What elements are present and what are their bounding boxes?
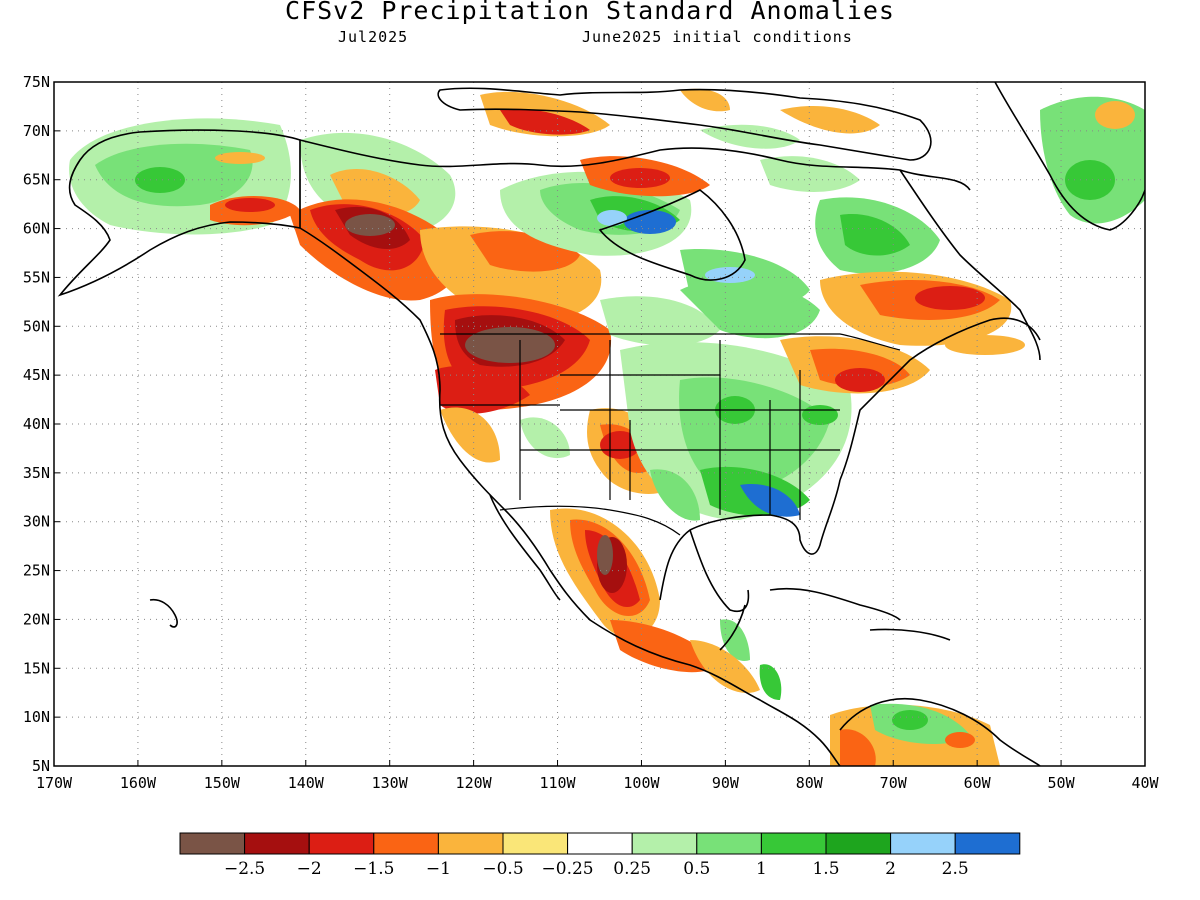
latitude-labels: 75N 70N 65N 60N 55N 50N 45N 40N 35N 30N 25N 20N 15N 1… bbox=[23, 73, 60, 775]
latitude-tick-label: 10N bbox=[23, 708, 50, 726]
longitude-tick-label: 120W bbox=[456, 774, 493, 792]
anomaly-shading bbox=[69, 88, 1145, 766]
colorbar-swatch bbox=[760, 832, 827, 855]
latitude-tick-label: 35N bbox=[23, 464, 50, 482]
longitude-tick-label: 40W bbox=[1131, 774, 1159, 792]
colorbar-label: −2.5 bbox=[224, 859, 265, 879]
longitude-tick-label: 130W bbox=[372, 774, 409, 792]
grid-lines bbox=[54, 82, 1145, 766]
colorbar-swatch bbox=[696, 832, 762, 855]
longitude-labels: 170W 160W 150W 140W 130W 120W 110W 100W 90W 80W 70… bbox=[36, 760, 1160, 792]
colorbar-label: 0.25 bbox=[613, 859, 651, 879]
longitude-tick-label: 80W bbox=[796, 774, 824, 792]
colorbar-swatch bbox=[373, 832, 439, 855]
latitude-tick-label: 5N bbox=[32, 757, 50, 775]
latitude-tick-label: 50N bbox=[23, 317, 50, 335]
colorbar-label: −2 bbox=[297, 859, 322, 879]
colorbar-swatch bbox=[437, 832, 504, 855]
latitude-tick-label: 75N bbox=[23, 73, 50, 91]
coastlines bbox=[57, 82, 1145, 766]
latitude-tick-label: 45N bbox=[23, 366, 50, 384]
colorbar-swatch bbox=[308, 832, 375, 855]
latitude-tick-label: 55N bbox=[23, 268, 50, 286]
colorbar-label: −1.5 bbox=[353, 859, 394, 879]
colorbar-label: 2 bbox=[885, 859, 896, 879]
colorbar-swatch bbox=[502, 832, 569, 855]
longitude-tick-label: 90W bbox=[712, 774, 740, 792]
longitude-tick-label: 150W bbox=[204, 774, 241, 792]
colorbar-swatch bbox=[954, 832, 1021, 855]
colorbar-label: 0.5 bbox=[683, 859, 710, 879]
colorbar-swatch bbox=[244, 832, 310, 855]
longitude-tick-label: 110W bbox=[539, 774, 576, 792]
map-title: CFSv2 Precipitation Standard Anomalies bbox=[285, 0, 895, 25]
colorbar-swatch bbox=[825, 832, 892, 855]
colorbar-swatch bbox=[890, 832, 956, 855]
latitude-tick-label: 65N bbox=[23, 171, 50, 189]
valid-month: Jul2025 bbox=[338, 28, 409, 46]
colorbar-swatch bbox=[179, 832, 246, 855]
latitude-tick-label: 25N bbox=[23, 562, 50, 580]
longitude-tick-label: 60W bbox=[964, 774, 992, 792]
latitude-tick-label: 60N bbox=[23, 220, 50, 238]
colorbar-label: −0.25 bbox=[542, 859, 594, 879]
colorbar-swatch bbox=[567, 832, 633, 855]
colorbar-label: −1 bbox=[426, 859, 451, 879]
initial-conditions: June2025 initial conditions bbox=[582, 28, 853, 46]
longitude-tick-label: 140W bbox=[288, 774, 325, 792]
latitude-tick-label: 15N bbox=[23, 659, 50, 677]
colorbar: −2.5 −2 −1.5 −1 −0.5 −0.25 0.25 0.5 1 1.5 2 2.5 bbox=[179, 832, 1021, 879]
colorbar-label: 1 bbox=[756, 859, 767, 879]
longitude-tick-label: 70W bbox=[880, 774, 908, 792]
colorbar-label: 2.5 bbox=[942, 859, 969, 879]
latitude-tick-label: 70N bbox=[23, 122, 50, 140]
latitude-tick-label: 40N bbox=[23, 415, 50, 433]
latitude-tick-label: 30N bbox=[23, 513, 50, 531]
colorbar-label: 1.5 bbox=[812, 859, 839, 879]
latitude-tick-label: 20N bbox=[23, 610, 50, 628]
longitude-tick-label: 160W bbox=[120, 774, 157, 792]
colorbar-swatch bbox=[631, 832, 698, 855]
political-borders bbox=[299, 140, 901, 536]
longitude-tick-label: 50W bbox=[1048, 774, 1076, 792]
longitude-tick-label: 170W bbox=[36, 774, 73, 792]
colorbar-label: −0.5 bbox=[482, 859, 523, 879]
longitude-tick-label: 100W bbox=[623, 774, 660, 792]
